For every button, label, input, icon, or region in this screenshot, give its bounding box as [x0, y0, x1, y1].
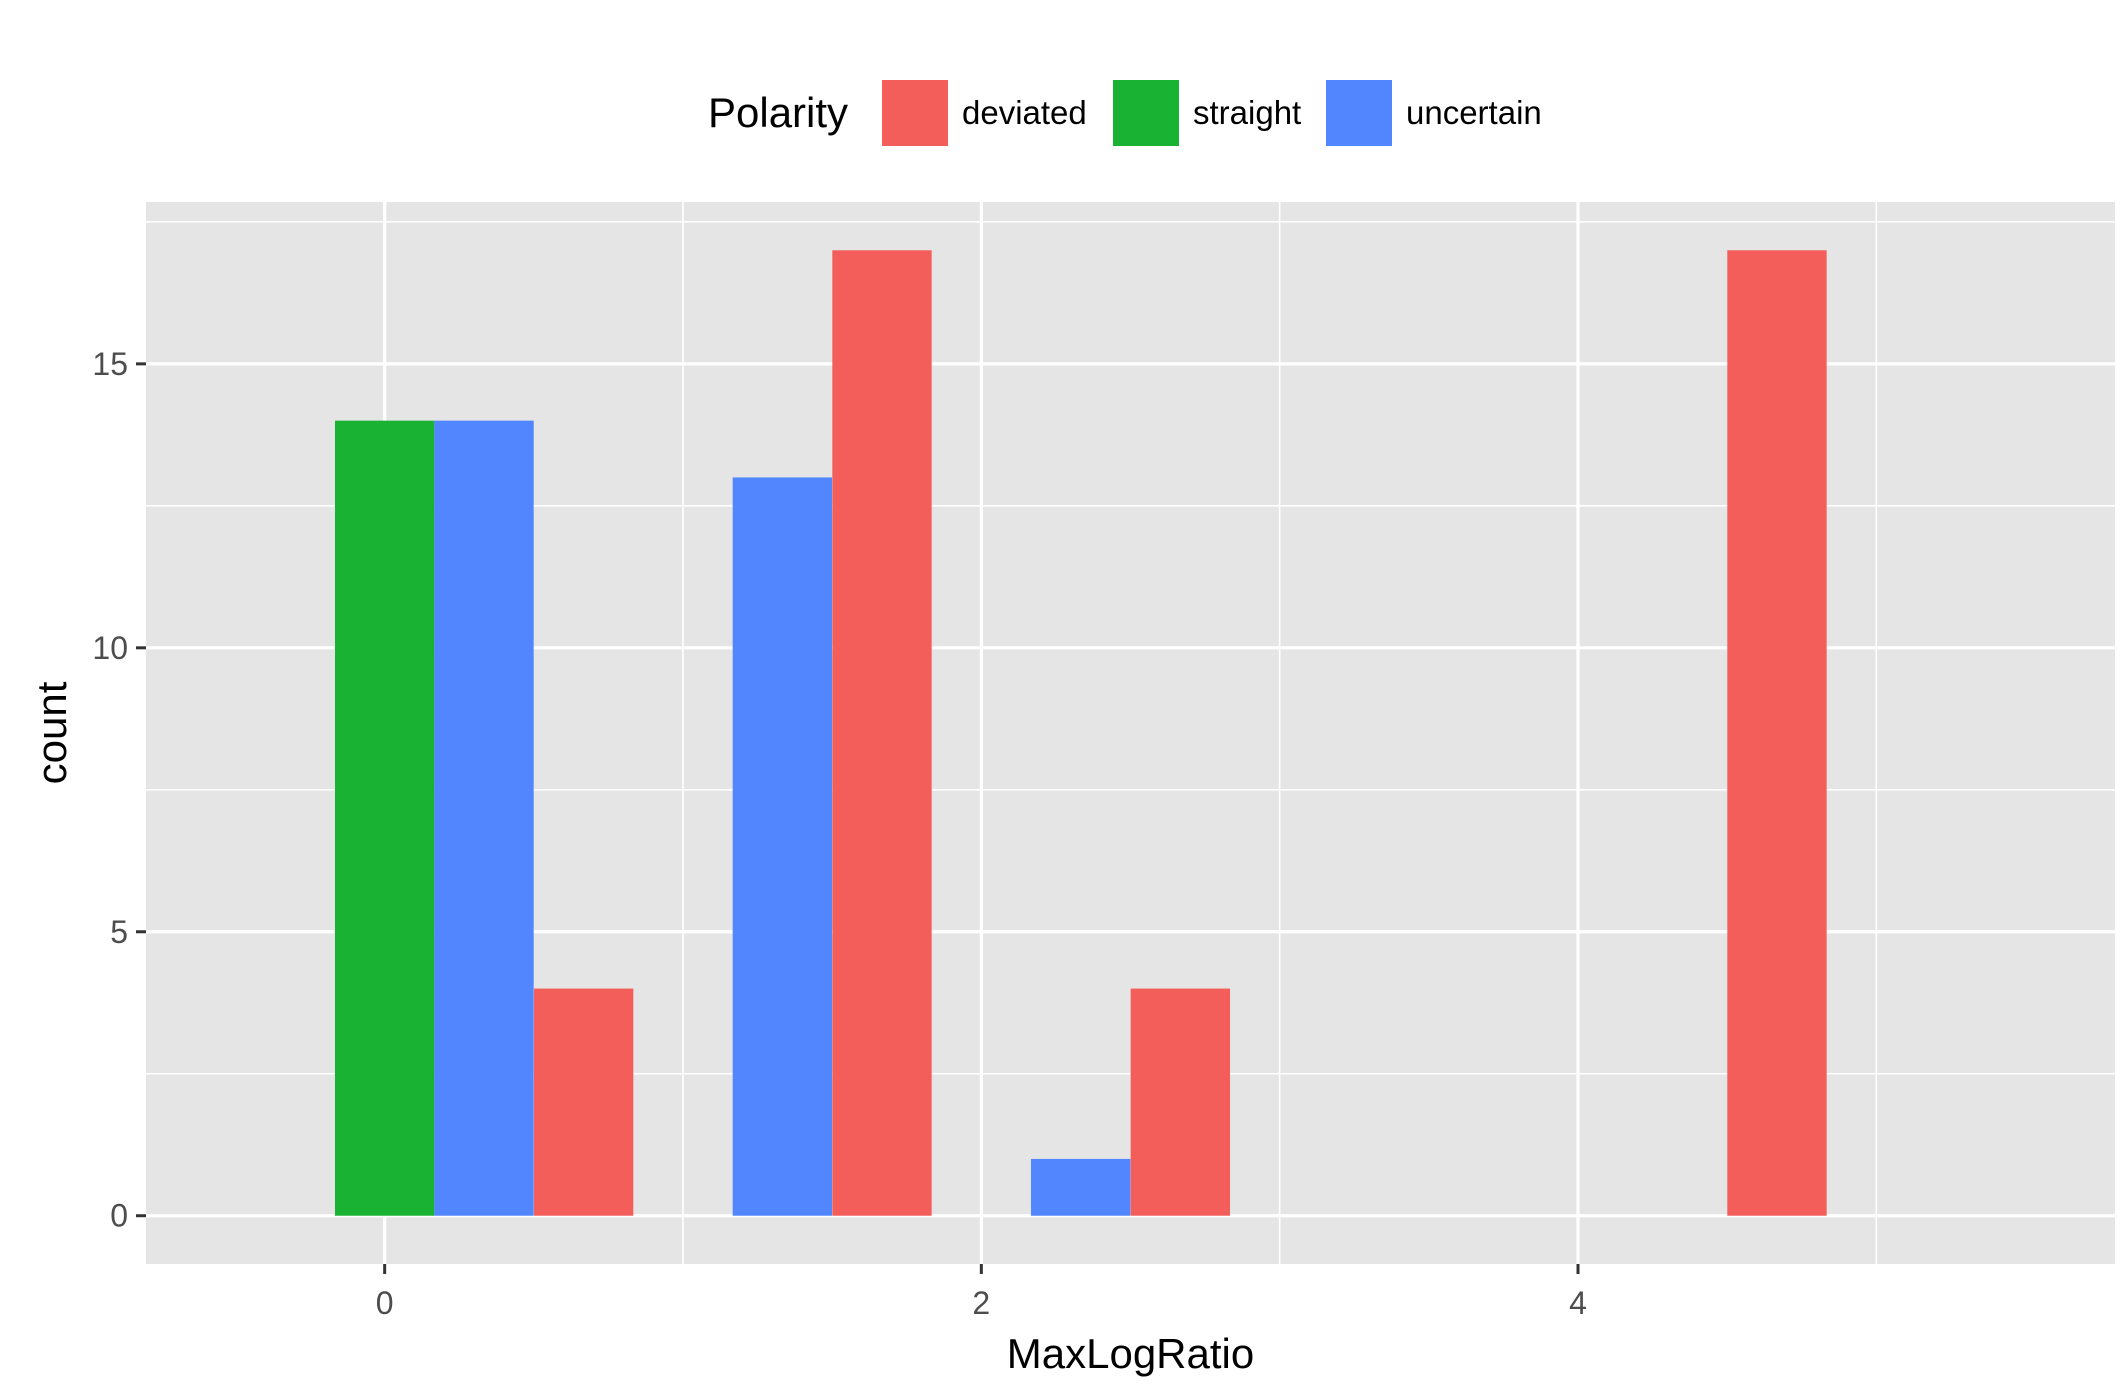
legend-key-straight	[1113, 80, 1179, 146]
bar-deviated	[1727, 250, 1827, 1216]
x-tick-label: 2	[972, 1285, 990, 1321]
bar-deviated	[1130, 988, 1230, 1216]
bar-deviated	[832, 250, 932, 1216]
bar-deviated	[533, 988, 634, 1216]
legend-title: Polarity	[708, 89, 848, 136]
bar-uncertain	[1031, 1158, 1131, 1216]
x-tick-label: 0	[376, 1285, 394, 1321]
legend-key-uncertain	[1326, 80, 1392, 146]
y-axis-title: count	[28, 681, 75, 784]
y-tick-label: 0	[110, 1198, 128, 1234]
bar-uncertain	[434, 420, 534, 1216]
y-tick-label: 5	[110, 914, 128, 950]
x-tick-label: 4	[1569, 1285, 1587, 1321]
legend-label-straight: straight	[1193, 94, 1301, 131]
bars	[334, 250, 1827, 1216]
x-axis-title: MaxLogRatio	[1007, 1330, 1254, 1377]
legend-label-deviated: deviated	[962, 94, 1087, 131]
bar-straight	[334, 420, 435, 1216]
legend-items: deviated straight uncertain	[882, 80, 1542, 146]
x-axis: 0 2 4	[376, 1264, 1587, 1321]
y-tick-label: 10	[92, 630, 128, 666]
y-axis: 0 5 10 15	[92, 346, 146, 1234]
y-tick-label: 15	[92, 346, 128, 382]
legend-label-uncertain: uncertain	[1406, 94, 1542, 131]
bar-uncertain	[732, 477, 833, 1216]
legend-key-deviated	[882, 80, 948, 146]
legend: Polarity deviated straight uncertain	[708, 80, 1542, 146]
